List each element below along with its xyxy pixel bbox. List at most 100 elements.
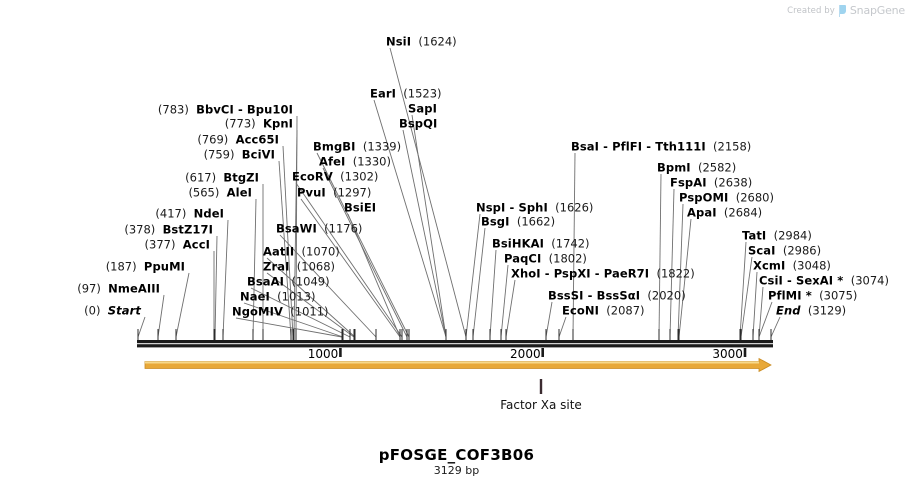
enzyme-label-btgzi[interactable]: (617) BtgZI <box>185 170 259 185</box>
enzyme-label-apai[interactable]: ApaI (2684) <box>687 205 763 220</box>
enzyme-label-econi[interactable]: EcoNI (2087) <box>562 303 645 318</box>
leader-line-bstz17i <box>214 235 218 338</box>
enzyme-label-pspomi[interactable]: PspOMI (2680) <box>679 190 774 205</box>
enzyme-label-bsihkai[interactable]: BsiHKAI (1742) <box>492 236 590 251</box>
enzyme-label-bmgbi[interactable]: BmgBI (1339) <box>313 140 401 154</box>
enzyme-position-ndei: (417) <box>155 206 194 221</box>
enzyme-position-xhoi: (1822) <box>649 266 695 281</box>
enzyme-label-fspai[interactable]: FspAI (2638) <box>670 176 752 190</box>
enzyme-position-alei: (565) <box>188 185 227 200</box>
enzyme-label-paqci[interactable]: PaqCI (1802) <box>504 251 587 266</box>
enzyme-name-bsgi: BsgI <box>481 214 510 229</box>
ruler-tick-label-2000: 2000 <box>510 347 541 361</box>
enzyme-position-bsihkai: (1742) <box>543 236 590 251</box>
enzyme-position-end: (3129) <box>800 303 847 318</box>
enzyme-label-acci[interactable]: (377) AccI <box>145 238 210 252</box>
leader-line-scai <box>740 256 753 338</box>
snapgene-flag-icon <box>838 4 846 17</box>
restriction-site-tick-group <box>137 329 772 340</box>
enzyme-name-kpni: KpnI <box>262 116 293 131</box>
enzyme-label-bpmi[interactable]: BpmI (2582) <box>657 160 736 175</box>
enzyme-label-ppumi[interactable]: (187) PpuMI <box>105 259 185 274</box>
enzyme-label-nsii[interactable]: NsiI (1624) <box>386 34 457 49</box>
snapgene-watermark: Created by SnapGene <box>787 4 905 17</box>
enzyme-position-nsii: (1624) <box>411 34 457 49</box>
enzyme-label-bsaai[interactable]: BsaAI (1049) <box>247 275 330 289</box>
enzyme-name-apai: ApaI <box>687 205 717 220</box>
axis-tick-3000 <box>743 348 747 357</box>
enzyme-name-bbvci: BbvCI - Bpu10I <box>196 102 293 117</box>
enzyme-label-ngomiv[interactable]: NgoMIV (1011) <box>232 305 329 319</box>
leader-line-bpmi <box>658 173 662 338</box>
enzyme-label-bsssi[interactable]: BssSI - BssSαI (2020) <box>548 289 686 303</box>
leader-line-fspai <box>669 188 675 338</box>
enzyme-name-bcivi: BciVI <box>241 147 275 162</box>
enzyme-name-zrai: ZraI <box>263 259 290 274</box>
enzyme-name-paqci: PaqCI <box>504 251 542 266</box>
enzyme-name-pspomi: PspOMI <box>679 190 729 205</box>
enzyme-label-naei[interactable]: NaeI (1013) <box>240 289 316 304</box>
enzyme-label-bbvci[interactable]: (783) BbvCI - Bpu10I <box>158 102 293 117</box>
enzyme-label-bsawi[interactable]: BsaWI (1176) <box>276 221 362 236</box>
leader-line-bsssi <box>545 301 553 338</box>
enzyme-label-acc65i[interactable]: (769) Acc65I <box>197 132 279 147</box>
enzyme-label-nmeaiii[interactable]: (97) NmeAIII <box>77 282 160 296</box>
enzyme-label-bcivi[interactable]: (759) BciVI <box>203 147 275 162</box>
enzyme-label-bsiei[interactable]: BsiEI <box>344 200 377 215</box>
enzyme-position-acc65i: (769) <box>197 132 236 147</box>
enzyme-name-scai: ScaI <box>748 243 776 258</box>
enzyme-name-nsii: NsiI <box>386 34 412 49</box>
enzyme-label-eari[interactable]: EarI (1523) <box>370 87 442 101</box>
enzyme-label-aatii[interactable]: AatII (1070) <box>263 244 340 259</box>
enzyme-position-bstz17i: (378) <box>124 222 163 237</box>
enzyme-name-ppumi: PpuMI <box>143 259 185 274</box>
enzyme-label-bsgi[interactable]: BsgI (1662) <box>481 214 555 229</box>
enzyme-position-apai: (2684) <box>716 205 763 220</box>
enzyme-name-ecorv: EcoRV <box>292 169 333 184</box>
enzyme-position-naei: (1013) <box>269 289 316 304</box>
enzyme-label-ndei[interactable]: (417) NdeI <box>155 206 224 221</box>
enzyme-position-ppumi: (187) <box>105 259 144 274</box>
enzyme-label-pvui[interactable]: PvuI (1297) <box>297 185 372 200</box>
enzyme-label-bsai[interactable]: BsaI - PflFI - Tth111I (2158) <box>571 139 751 154</box>
enzyme-name-bpmi: BpmI <box>657 160 691 175</box>
enzyme-label-zrai[interactable]: ZraI (1068) <box>263 259 335 274</box>
leader-line-bspqi <box>402 129 447 338</box>
enzyme-position-afei: (1330) <box>345 154 391 169</box>
leader-line-xhoi <box>505 279 516 338</box>
enzyme-label-ecorv[interactable]: EcoRV (1302) <box>292 169 379 184</box>
enzyme-label-bstz17i[interactable]: (378) BstZ17I <box>124 222 213 237</box>
enzyme-label-start[interactable]: (0) Start <box>84 304 141 318</box>
leader-line-nmeaiii <box>157 294 165 338</box>
enzyme-label-scai[interactable]: ScaI (2986) <box>748 243 821 258</box>
enzyme-position-pvui: (1297) <box>325 185 372 200</box>
enzyme-position-ecorv: (1302) <box>332 169 379 184</box>
enzyme-name-csii: CsiI - SexAI * <box>759 273 844 288</box>
enzyme-name-bsawi: BsaWI <box>276 221 317 236</box>
enzyme-label-bspqi[interactable]: BspQI <box>399 117 437 131</box>
enzyme-label-sapi[interactable]: SapI <box>408 102 437 116</box>
enzyme-label-end[interactable]: End (3129) <box>776 303 847 318</box>
enzyme-label-nspi[interactable]: NspI - SphI (1626) <box>476 200 594 215</box>
enzyme-position-bcivi: (759) <box>203 147 242 162</box>
enzyme-label-xhoi[interactable]: XhoI - PspXI - PaeR7I (1822) <box>511 266 695 281</box>
leader-line-start <box>137 316 146 338</box>
leader-line-pflmi <box>758 301 773 338</box>
orf-arrow <box>144 357 772 373</box>
enzyme-position-aatii: (1070) <box>294 244 340 259</box>
enzyme-name-btgzi: BtgZI <box>223 170 259 185</box>
enzyme-name-bsiei: BsiEI <box>344 200 377 215</box>
enzyme-label-csii[interactable]: CsiI - SexAI * (3074) <box>759 273 889 288</box>
orf-arrow-shape <box>144 357 772 373</box>
enzyme-name-econi: EcoNI <box>562 303 599 318</box>
watermark-created-by-label: Created by <box>787 5 835 16</box>
enzyme-label-tati[interactable]: TatI (2984) <box>742 229 812 243</box>
enzyme-position-nspi: (1626) <box>547 200 594 215</box>
enzyme-label-xcmi[interactable]: XcmI (3048) <box>753 259 831 273</box>
enzyme-label-kpni[interactable]: (773) KpnI <box>225 116 293 131</box>
sequence-ruler-bar <box>137 340 773 348</box>
enzyme-label-afei[interactable]: AfeI (1330) <box>319 154 391 169</box>
enzyme-label-alei[interactable]: (565) AleI <box>188 185 252 200</box>
enzyme-name-bsai: BsaI - PflFI - Tth111I <box>571 139 706 154</box>
enzyme-label-pflmi[interactable]: PflMI * (3075) <box>768 289 857 303</box>
